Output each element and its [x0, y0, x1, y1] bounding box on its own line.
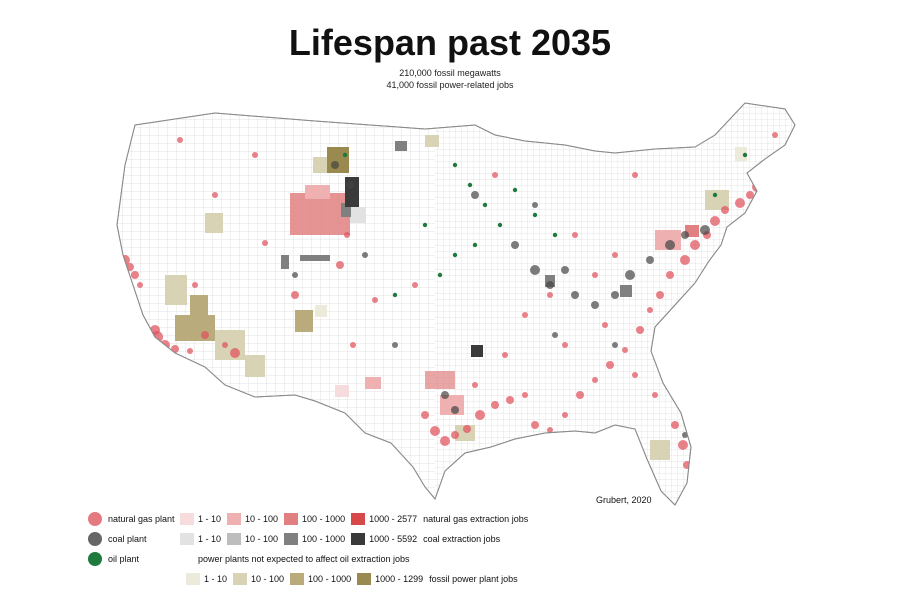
gas-bin-1: 1 - 10 — [180, 513, 221, 525]
gas-plant-legend-label: natural gas plant — [108, 514, 175, 524]
coal-plant-legend-label: coal plant — [108, 534, 147, 544]
plant-bin-2: 10 - 100 — [233, 573, 284, 585]
subtitle-megawatts: 210,000 fossil megawatts — [399, 68, 501, 78]
legend-row-oil: oil plant power plants not expected to a… — [88, 552, 409, 566]
legend-row-plant-jobs: 1 - 10 10 - 100 100 - 1000 1000 - 1299 f… — [186, 572, 518, 586]
coal-bin-1: 1 - 10 — [180, 533, 221, 545]
coal-bin-3-swatch — [284, 533, 299, 545]
map-title: Lifespan past 2035 — [288, 22, 612, 63]
plant-bin-4-swatch — [357, 573, 372, 585]
coal-plant-legend-marker — [88, 532, 102, 546]
coal-bin-2-swatch — [227, 533, 242, 545]
source-credit: Grubert, 2020 — [596, 495, 652, 505]
oil-note: power plants not expected to affect oil … — [198, 554, 410, 564]
gas-bin-4: 1000 - 2577 — [351, 513, 417, 525]
gas-jobs-title: natural gas extraction jobs — [423, 514, 529, 524]
oil-plant-legend-marker — [88, 552, 102, 566]
subtitle-jobs: 41,000 fossil power-related jobs — [386, 80, 514, 90]
coal-jobs-title: coal extraction jobs — [423, 534, 501, 544]
plant-bin-4: 1000 - 1299 — [357, 573, 423, 585]
plant-bin-2-swatch — [233, 573, 248, 585]
plant-jobs-title: fossil power plant jobs — [429, 574, 518, 584]
coal-bin-4-swatch — [351, 533, 366, 545]
us-county-map — [116, 102, 796, 506]
coal-bin-4: 1000 - 5592 — [351, 533, 417, 545]
plant-bin-3: 100 - 1000 — [290, 573, 351, 585]
oil-plant-markers — [342, 152, 748, 505]
gas-bin-4-swatch — [351, 513, 366, 525]
plant-bin-1: 1 - 10 — [186, 573, 227, 585]
legend-row-coal: coal plant 1 - 10 10 - 100 100 - 1000 10… — [88, 532, 500, 546]
coal-bin-3: 100 - 1000 — [284, 533, 345, 545]
plant-bin-3-swatch — [290, 573, 305, 585]
shaded-counties — [165, 123, 747, 460]
gas-bin-3: 100 - 1000 — [284, 513, 345, 525]
gas-bin-1-swatch — [180, 513, 194, 525]
coal-bin-2: 10 - 100 — [227, 533, 278, 545]
gas-plant-legend-marker — [88, 512, 102, 526]
plant-bin-1-swatch — [186, 573, 200, 585]
oil-plant-legend-label: oil plant — [108, 554, 140, 564]
gas-bin-2: 10 - 100 — [227, 513, 278, 525]
map-legend: natural gas plant 1 - 10 10 - 100 100 - … — [88, 512, 648, 592]
gas-bin-2-swatch — [227, 513, 242, 525]
coal-plant-markers — [292, 161, 710, 438]
gas-bin-3-swatch — [284, 513, 299, 525]
legend-row-gas: natural gas plant 1 - 10 10 - 100 100 - … — [88, 512, 528, 526]
coal-bin-1-swatch — [180, 533, 194, 545]
